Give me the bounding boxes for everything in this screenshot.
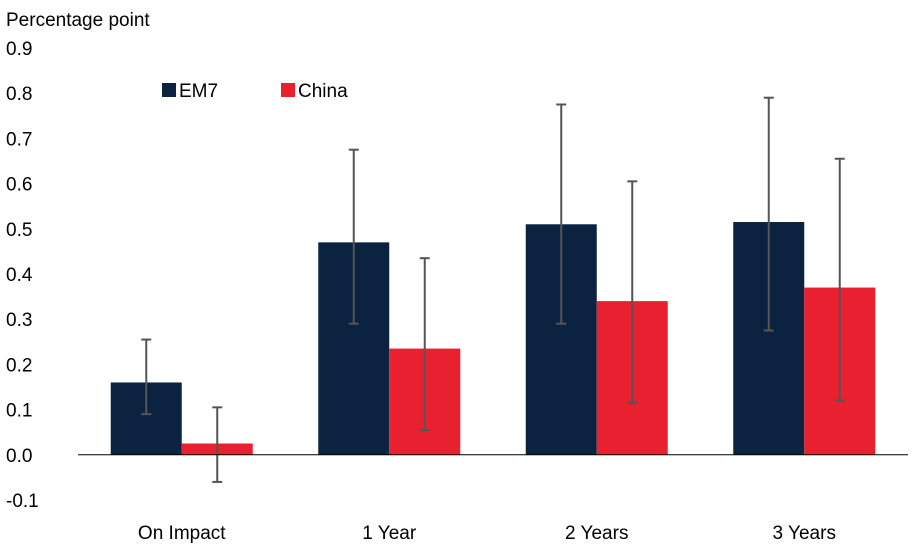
y-tick-label: 0.9 — [6, 39, 32, 60]
y-tick-label: 0.2 — [6, 355, 32, 376]
error-bar-em7-1-year — [348, 148, 359, 325]
y-tick-label: 0.6 — [6, 175, 32, 196]
error-bar-em7-on-impact — [141, 338, 152, 416]
y-tick-label: 0.1 — [6, 401, 32, 422]
y-axis-ticks: 0.9 0.8 0.7 0.6 0.5 0.4 0.3 0.2 0.1 0.0 -0.1 — [6, 39, 39, 512]
x-axis-ticks: On Impact 1 Year 2 Years 3 Years — [138, 523, 836, 544]
y-tick-label: 0.3 — [6, 310, 32, 331]
x-tick-label: 2 Years — [565, 523, 628, 544]
legend-label-china: China — [298, 81, 348, 102]
error-bar-china-3-years — [834, 157, 845, 402]
error-bar-china-1-year — [419, 257, 430, 431]
y-tick-label: 0.8 — [6, 84, 32, 105]
y-tick-label: -0.1 — [6, 491, 39, 512]
x-tick-label: On Impact — [138, 523, 226, 544]
y-axis-label: Percentage point — [6, 10, 150, 31]
error-bar-china-2-years — [627, 180, 638, 404]
x-tick-label: 3 Years — [773, 523, 836, 544]
x-tick-label: 1 Year — [362, 523, 417, 544]
y-tick-label: 0.7 — [6, 129, 32, 150]
y-tick-label: 0.0 — [6, 446, 32, 467]
error-bar-china-on-impact — [212, 406, 223, 483]
legend-swatch-em7 — [162, 83, 176, 97]
error-bar-em7-2-years — [556, 103, 567, 325]
y-tick-label: 0.4 — [6, 265, 33, 286]
bars — [110, 222, 876, 455]
legend-label-em7: EM7 — [179, 81, 218, 102]
y-tick-label: 0.5 — [6, 220, 32, 241]
error-bar-em7-3-years — [763, 96, 774, 332]
error-bars — [141, 96, 845, 483]
legend: EM7 China — [162, 81, 348, 102]
legend-swatch-china — [281, 83, 295, 97]
